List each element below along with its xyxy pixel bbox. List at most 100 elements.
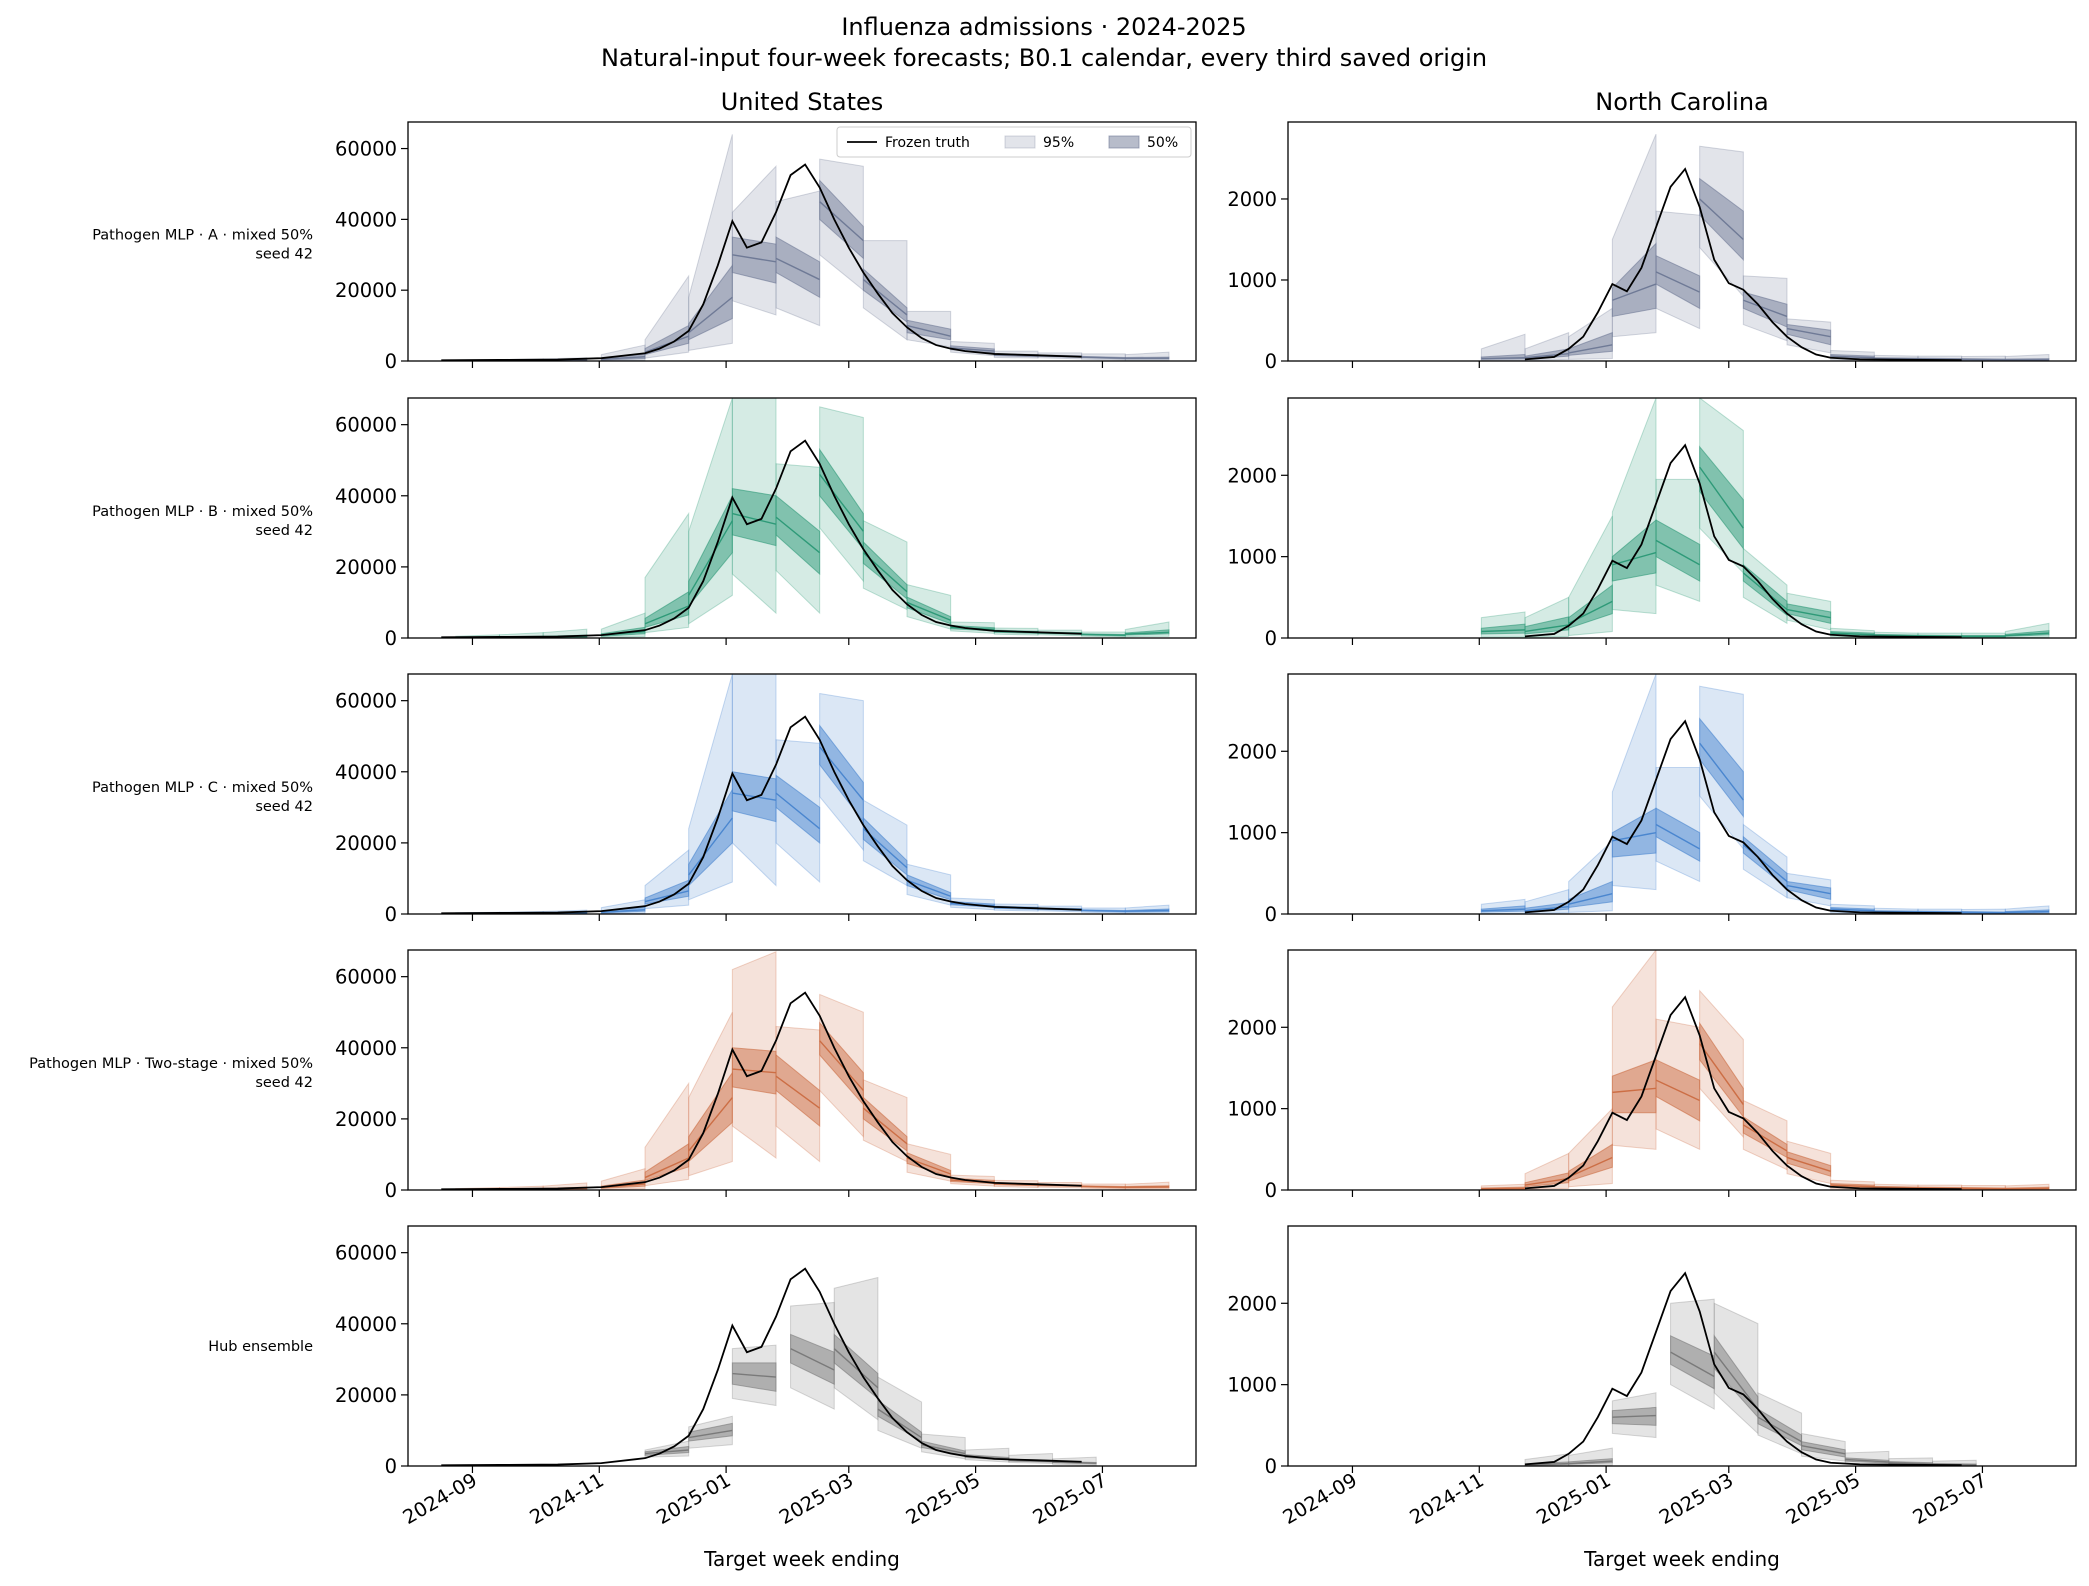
y-tick-label: 1000: [1227, 546, 1277, 569]
y-tick-label: 0: [1265, 350, 1277, 373]
panel-nc-3: 0 1000 2000: [1227, 949, 2077, 1202]
panel-us-1: 0 20000 40000 60000: [335, 397, 1197, 650]
median-line: [790, 1348, 835, 1371]
median-line: [732, 1372, 777, 1378]
median-line: [1655, 271, 1700, 293]
median-line: [1699, 198, 1744, 240]
row-label: Pathogen MLP · B · mixed 50%: [92, 504, 313, 520]
median-line: [732, 512, 777, 525]
median-line: [1081, 1185, 1126, 1188]
panel-frame: [1287, 397, 2077, 639]
median-line: [819, 474, 864, 532]
y-tick-label: 40000: [335, 1037, 397, 1060]
y-tick-label: 20000: [335, 279, 397, 302]
median-line: [819, 1040, 864, 1091]
truth-line: [1524, 719, 1962, 914]
y-tick-label: 40000: [335, 485, 397, 508]
panel-plot-area: [1480, 133, 2050, 361]
median-line: [644, 1157, 689, 1179]
x-tick-label: 2025-05: [902, 1468, 984, 1529]
median-line: [1081, 909, 1126, 912]
median-line: [1655, 539, 1701, 566]
median-line: [862, 1107, 908, 1145]
median-line: [1052, 1461, 1097, 1464]
truth-line: [441, 991, 1082, 1190]
median-line: [2005, 632, 2050, 637]
y-tick-label: 2000: [1227, 740, 1277, 763]
median-line: [833, 1348, 879, 1389]
median-line: [1524, 905, 1569, 912]
band-50: [688, 495, 733, 608]
panel-nc-2: 0 1000 2000: [1227, 673, 2077, 926]
band-50: [775, 774, 821, 844]
band-50: [819, 179, 864, 260]
band-50: [1786, 323, 1832, 346]
panel-nc-1: 0 1000 2000: [1227, 397, 2077, 650]
y-tick-label: 2000: [1227, 464, 1277, 487]
median-line: [1125, 631, 1169, 635]
y-tick-label: 20000: [335, 1384, 397, 1407]
y-tick-label: 0: [1265, 903, 1277, 926]
band-95: [1611, 398, 1657, 615]
band-95: [1611, 674, 1657, 891]
median-line: [950, 347, 995, 352]
y-tick-label: 2000: [1227, 188, 1277, 211]
y-tick-label: 40000: [335, 208, 397, 231]
panel-plot-area: [1524, 1271, 1977, 1466]
y-tick-label: 0: [385, 903, 397, 926]
median-line: [1757, 1416, 1802, 1443]
truth-line: [1524, 443, 1962, 638]
median-line: [1524, 1177, 1569, 1186]
y-tick-label: 1000: [1227, 269, 1277, 292]
median-line: [775, 257, 820, 281]
panel-frame: [1287, 673, 2077, 915]
median-line: [1568, 344, 1613, 354]
median-line: [732, 1068, 777, 1074]
band-50: [906, 319, 952, 341]
panel-frame: [407, 397, 1197, 639]
median-line: [688, 817, 733, 876]
row-label-seed: seed 42: [255, 799, 313, 815]
y-tick-label: 60000: [335, 138, 397, 161]
band-50: [1670, 1335, 1715, 1390]
panel-us-0: 0 20000 40000 60000 United States: [335, 88, 1197, 373]
y-tick-label: 60000: [335, 690, 397, 713]
median-line: [1670, 1351, 1715, 1378]
y-tick-label: 1000: [1227, 1374, 1277, 1397]
panel-plot-area: [441, 398, 1170, 638]
median-line: [906, 879, 951, 897]
median-line: [601, 909, 646, 913]
panel-plot-area: [441, 1267, 1097, 1466]
median-line: [688, 1429, 733, 1439]
median-line: [1830, 355, 1875, 359]
y-tick-label: 0: [1265, 627, 1277, 650]
legend-truth-label: Frozen truth: [885, 135, 970, 151]
row-label: Pathogen MLP · A · mixed 50%: [92, 228, 313, 244]
band-50: [688, 1422, 733, 1442]
band-50: [1611, 1059, 1657, 1114]
panel-grid: Pathogen MLP · A · mixed 50% seed 42 0 2000…: [29, 88, 2077, 1571]
median-line: [1786, 1156, 1831, 1172]
column-title: North Carolina: [1595, 88, 1769, 116]
median-line: [601, 356, 646, 360]
truth-line: [441, 163, 1082, 361]
median-line: [1874, 634, 1918, 637]
x-tick-label: 2024-11: [1406, 1468, 1488, 1529]
figure-title: Influenza admissions · 2024-2025: [841, 13, 1246, 41]
x-tick-label: 2025-07: [1029, 1468, 1111, 1529]
x-tick-label: 2024-09: [1279, 1468, 1361, 1529]
y-tick-label: 40000: [335, 1313, 397, 1336]
truth-line: [1524, 167, 1962, 361]
median-line: [1655, 823, 1701, 850]
row-label-seed: seed 42: [255, 247, 313, 263]
median-line: [1786, 884, 1831, 895]
x-tick-label: 2025-05: [1782, 1468, 1864, 1529]
row-label-seed: seed 42: [255, 523, 313, 539]
median-line: [688, 520, 733, 596]
median-line: [1568, 892, 1613, 905]
median-line: [1874, 1186, 1918, 1189]
median-line: [644, 605, 689, 625]
median-line: [1830, 1184, 1875, 1188]
band-50: [688, 263, 733, 341]
